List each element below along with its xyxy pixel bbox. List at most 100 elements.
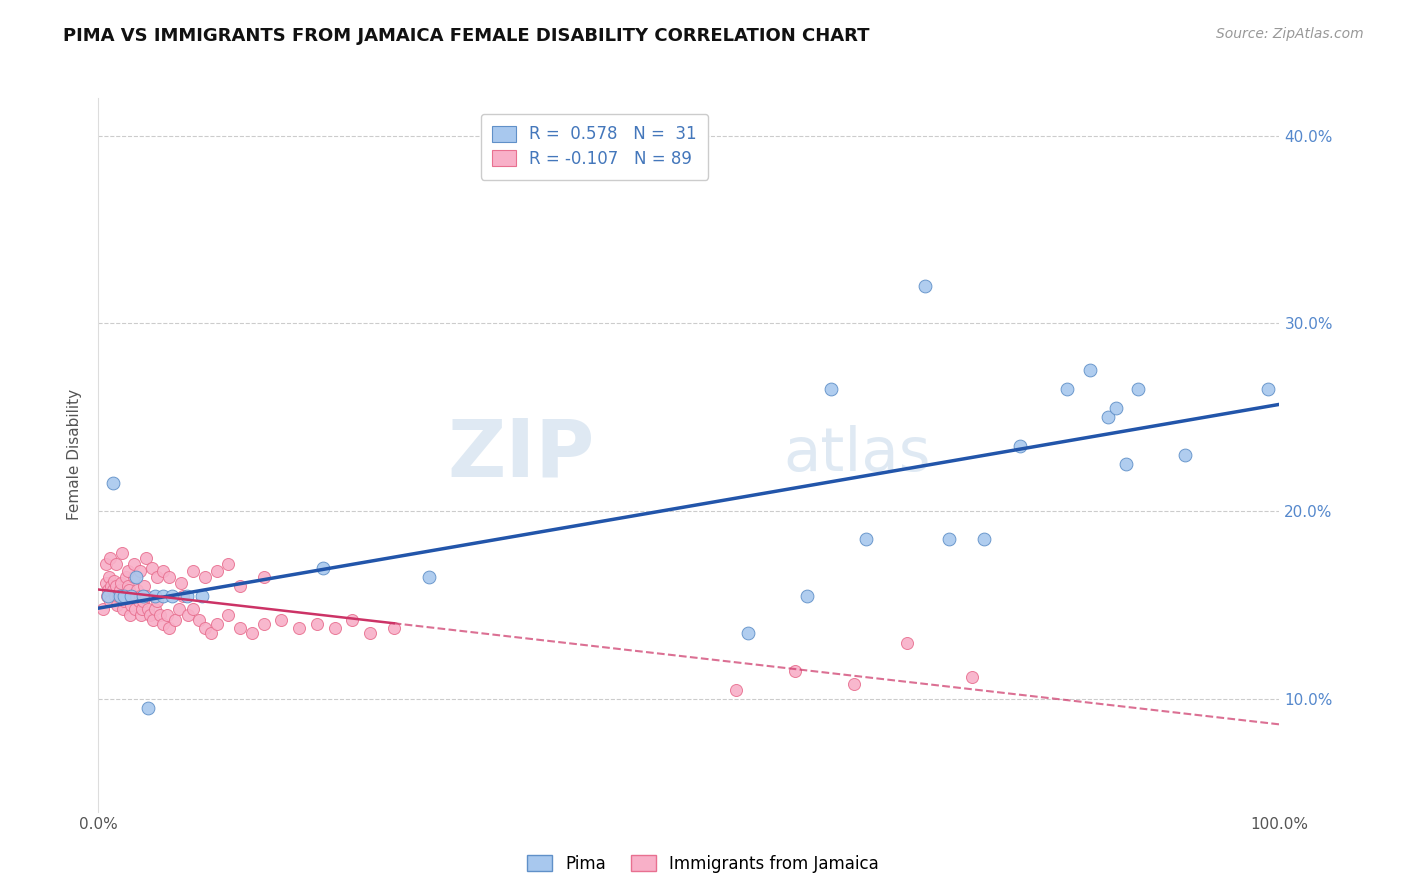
Point: [172, 589, 194, 603]
Point: [91, 602, 114, 616]
Point: [125, 589, 148, 603]
Point: [217, 607, 239, 622]
Point: [101, 583, 124, 598]
Point: [139, 607, 162, 622]
Text: ZIP: ZIP: [447, 416, 595, 494]
Point: [418, 570, 440, 584]
Point: [94, 557, 117, 571]
Point: [205, 616, 228, 631]
Point: [1115, 458, 1137, 472]
Point: [973, 533, 995, 547]
Point: [229, 579, 252, 593]
Point: [124, 602, 146, 616]
Point: [229, 621, 252, 635]
Point: [200, 626, 222, 640]
Point: [105, 579, 128, 593]
Point: [914, 279, 936, 293]
Point: [127, 583, 149, 598]
Point: [141, 560, 163, 574]
Point: [288, 621, 311, 635]
Point: [146, 594, 169, 608]
Point: [131, 602, 153, 616]
Point: [128, 594, 150, 608]
Point: [896, 636, 918, 650]
Point: [855, 533, 877, 547]
Point: [181, 602, 204, 616]
Point: [191, 589, 214, 603]
Point: [152, 565, 174, 579]
Point: [323, 621, 346, 635]
Point: [253, 570, 276, 584]
Point: [105, 557, 128, 571]
Point: [136, 602, 159, 616]
Point: [157, 621, 180, 635]
Point: [1174, 448, 1197, 462]
Point: [187, 613, 209, 627]
Point: [305, 616, 328, 631]
Point: [1008, 438, 1031, 452]
Point: [128, 565, 150, 579]
Point: [110, 575, 132, 590]
Point: [143, 602, 166, 616]
Point: [938, 533, 960, 547]
Point: [98, 570, 121, 584]
Point: [270, 613, 292, 627]
Point: [156, 607, 179, 622]
Point: [1126, 382, 1149, 396]
Point: [111, 545, 134, 559]
Point: [1056, 382, 1078, 396]
Point: [217, 557, 239, 571]
Point: [796, 589, 818, 603]
Point: [253, 616, 276, 631]
Point: [1257, 382, 1279, 396]
Point: [122, 557, 145, 571]
Point: [181, 565, 204, 579]
Point: [725, 682, 748, 697]
Point: [98, 551, 121, 566]
Point: [114, 570, 136, 584]
Point: [104, 589, 127, 603]
Legend: Pima, Immigrants from Jamaica: Pima, Immigrants from Jamaica: [520, 848, 886, 880]
Point: [152, 589, 174, 603]
Point: [382, 621, 405, 635]
Point: [97, 589, 120, 603]
Point: [105, 598, 128, 612]
Point: [844, 677, 866, 691]
Point: [94, 575, 117, 590]
Point: [165, 613, 187, 627]
Point: [117, 579, 139, 593]
Point: [112, 602, 135, 616]
Point: [240, 626, 263, 640]
Text: PIMA VS IMMIGRANTS FROM JAMAICA FEMALE DISABILITY CORRELATION CHART: PIMA VS IMMIGRANTS FROM JAMAICA FEMALE D…: [63, 27, 870, 45]
Point: [134, 579, 156, 593]
Point: [160, 589, 183, 603]
Point: [962, 669, 984, 683]
Point: [120, 607, 142, 622]
Point: [132, 589, 155, 603]
Point: [132, 594, 155, 608]
Point: [785, 664, 807, 678]
Point: [142, 613, 165, 627]
Point: [111, 589, 134, 603]
Point: [167, 602, 190, 616]
Point: [194, 570, 217, 584]
Point: [820, 382, 842, 396]
Text: Source: ZipAtlas.com: Source: ZipAtlas.com: [1216, 27, 1364, 41]
Y-axis label: Female Disability: Female Disability: [67, 389, 83, 521]
Point: [121, 589, 143, 603]
Point: [115, 589, 138, 603]
Point: [107, 589, 129, 603]
Point: [108, 589, 131, 603]
Point: [100, 579, 122, 593]
Point: [118, 583, 141, 598]
Point: [205, 565, 228, 579]
Point: [125, 570, 148, 584]
Point: [176, 589, 198, 603]
Point: [108, 583, 131, 598]
Point: [359, 626, 381, 640]
Point: [112, 589, 135, 603]
Point: [312, 560, 335, 574]
Point: [194, 621, 217, 635]
Text: atlas: atlas: [783, 425, 931, 484]
Point: [122, 570, 145, 584]
